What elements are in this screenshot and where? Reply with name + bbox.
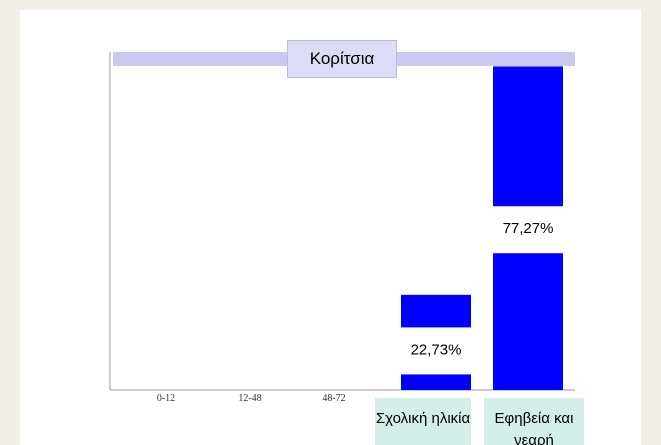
chart-title: Κορίτσια xyxy=(287,40,397,78)
x-tick-label: Σχολική ηλικία xyxy=(375,398,471,445)
x-tick-label: 48-72 xyxy=(322,393,345,404)
value-label: 77,27% xyxy=(503,220,554,237)
value-label-bg xyxy=(400,327,472,375)
x-tick-label: 0-12 xyxy=(157,393,175,404)
x-tick-label: Εφηβεία και νεαρή xyxy=(484,398,584,445)
value-label-bg xyxy=(492,206,564,254)
value-label: 22,73% xyxy=(411,341,462,358)
x-tick-label: 12-48 xyxy=(238,393,261,404)
